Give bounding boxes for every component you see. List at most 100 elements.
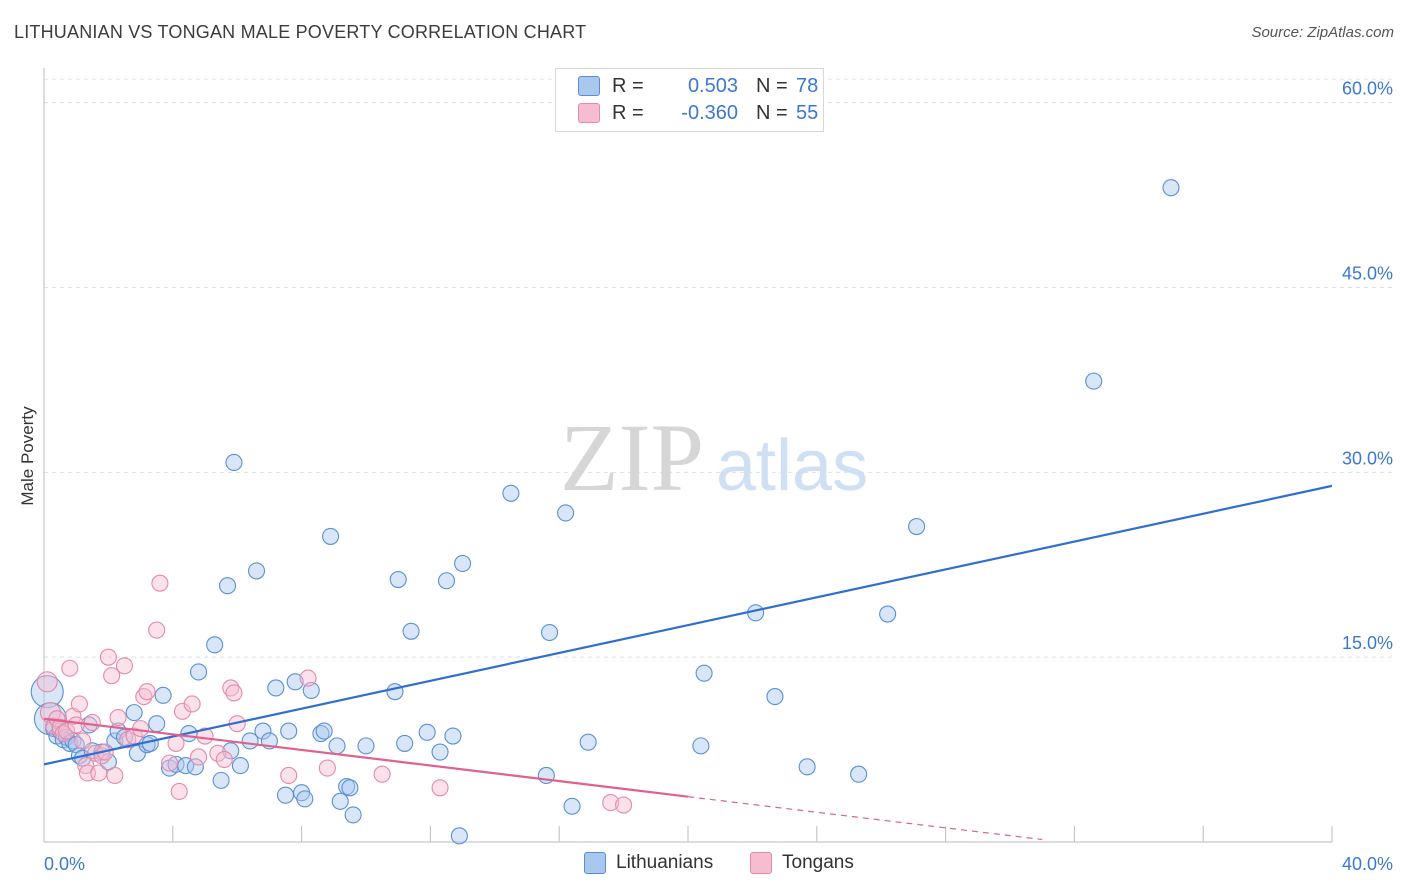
lithuanians-point	[1085, 372, 1103, 390]
axes	[43, 68, 1333, 843]
lithuanians-point	[286, 673, 304, 691]
lithuanians-point	[798, 758, 816, 776]
tongans-point	[222, 679, 240, 697]
lithuanians-point	[322, 527, 340, 545]
tongans-point	[602, 794, 620, 812]
lithuanians-point	[454, 554, 472, 573]
tongans-point	[431, 779, 449, 797]
lithuanians-point	[154, 686, 172, 704]
tongans-point	[70, 695, 88, 713]
lithuanians-point	[357, 737, 375, 755]
tongans-point	[74, 732, 92, 750]
legend-label-tongans: Tongans	[782, 852, 854, 873]
watermark: ZIP atlas	[560, 404, 868, 511]
tongans-trend-line	[43, 717, 689, 798]
tongans-point	[161, 754, 179, 772]
lithuanians-point	[218, 577, 237, 595]
tongans-point	[318, 759, 336, 777]
legend-label-lithuanians: Lithuanians	[616, 852, 714, 873]
tongans-point	[209, 744, 227, 762]
legend-item-tongans: Tongans	[750, 852, 854, 874]
legend-row-tongans: R = -0.360 N = 55	[578, 101, 818, 125]
tongans-point	[67, 716, 85, 734]
tongans-point	[215, 750, 233, 768]
tongans-point	[36, 671, 58, 693]
lithuanians-point	[254, 722, 272, 740]
lithuanians-point	[148, 715, 166, 733]
lithuanians-point	[396, 734, 414, 752]
lithuanians-point	[247, 562, 266, 580]
n-value-lithuanians: 78	[796, 74, 819, 97]
tongans-point	[106, 766, 124, 785]
r-value-lithuanians: 0.503	[687, 74, 738, 97]
lithuanians-point	[437, 572, 456, 590]
lithuanians-point	[212, 771, 230, 789]
tongans-point	[109, 708, 127, 727]
lithuanians-point	[225, 453, 243, 472]
y-tick-label: 60.0%	[1342, 79, 1393, 99]
grid-lines	[44, 78, 1394, 658]
legend-row-lithuanians: R = 0.503 N = 78	[578, 74, 818, 98]
r-label: R =	[612, 101, 644, 124]
tongans-point	[196, 727, 214, 745]
tongans-point	[148, 621, 166, 639]
tongans-point	[54, 725, 72, 743]
lithuanians-point	[450, 827, 468, 845]
lithuanians-point	[276, 786, 295, 804]
lithuanians-point	[296, 790, 314, 808]
tongans-point	[225, 684, 243, 702]
lithuanians-point	[312, 725, 330, 743]
lithuanians-point	[908, 517, 926, 536]
lithuanians-point	[222, 742, 240, 760]
lithuanians-point	[125, 704, 143, 722]
watermark-atlas: atlas	[716, 426, 868, 506]
tongans-point	[190, 748, 208, 766]
lithuanians-point	[692, 737, 710, 755]
blue-swatch-icon	[584, 852, 606, 874]
tongans-point	[151, 574, 169, 592]
tongans-points	[36, 574, 633, 814]
lithuanians-point	[695, 664, 713, 682]
correlation-legend: R = 0.503 N = 78 R = -0.360 N = 55	[555, 68, 824, 132]
lithuanians-point	[540, 623, 559, 642]
x-tick-label-max: 40.0%	[1342, 854, 1393, 874]
trend-lines	[43, 484, 1333, 841]
y-tick-label: 45.0%	[1342, 263, 1393, 283]
y-tick-label: 30.0%	[1342, 448, 1393, 468]
chart-title: LITHUANIAN VS TONGAN MALE POVERTY CORREL…	[14, 22, 587, 42]
tongans-point	[115, 657, 134, 675]
tongans-point	[135, 688, 153, 706]
tongans-point	[132, 720, 150, 738]
lithuanians-point	[328, 737, 346, 755]
lithuanians-point	[879, 605, 897, 623]
lithuanians-point	[267, 679, 285, 697]
tongans-point	[138, 683, 156, 701]
tick-labels: 15.0% 30.0% 45.0% 60.0% 0.0% 40.0%	[44, 79, 1393, 874]
tongans-point	[103, 667, 121, 685]
lithuanians-point	[444, 727, 462, 745]
tongans-point	[183, 695, 201, 713]
y-tick-label: 15.0%	[1342, 633, 1393, 653]
tongans-point	[99, 648, 117, 666]
legend-item-lithuanians: Lithuanians	[584, 852, 713, 874]
n-label: N =	[756, 74, 788, 97]
tongans-point	[615, 796, 633, 814]
tongans-point	[83, 713, 101, 732]
n-label: N =	[756, 101, 788, 124]
lithuanians-point	[389, 570, 407, 589]
watermark-zip: ZIP	[560, 404, 704, 511]
lithuanians-point	[502, 484, 520, 502]
tongans-point	[299, 669, 317, 687]
lithuanians-point	[431, 743, 449, 761]
lithuanians-point	[386, 683, 404, 701]
tongans-trend-extension	[687, 796, 1043, 841]
tongans-point	[170, 782, 188, 801]
tongans-point	[61, 659, 79, 677]
lithuanians-point	[280, 722, 298, 740]
pink-swatch-icon	[750, 852, 772, 874]
lithuanians-point	[341, 779, 359, 797]
x-tick-label-min: 0.0%	[44, 854, 85, 874]
r-value-tongans: -0.360	[681, 101, 738, 124]
lithuanians-point	[231, 757, 249, 775]
